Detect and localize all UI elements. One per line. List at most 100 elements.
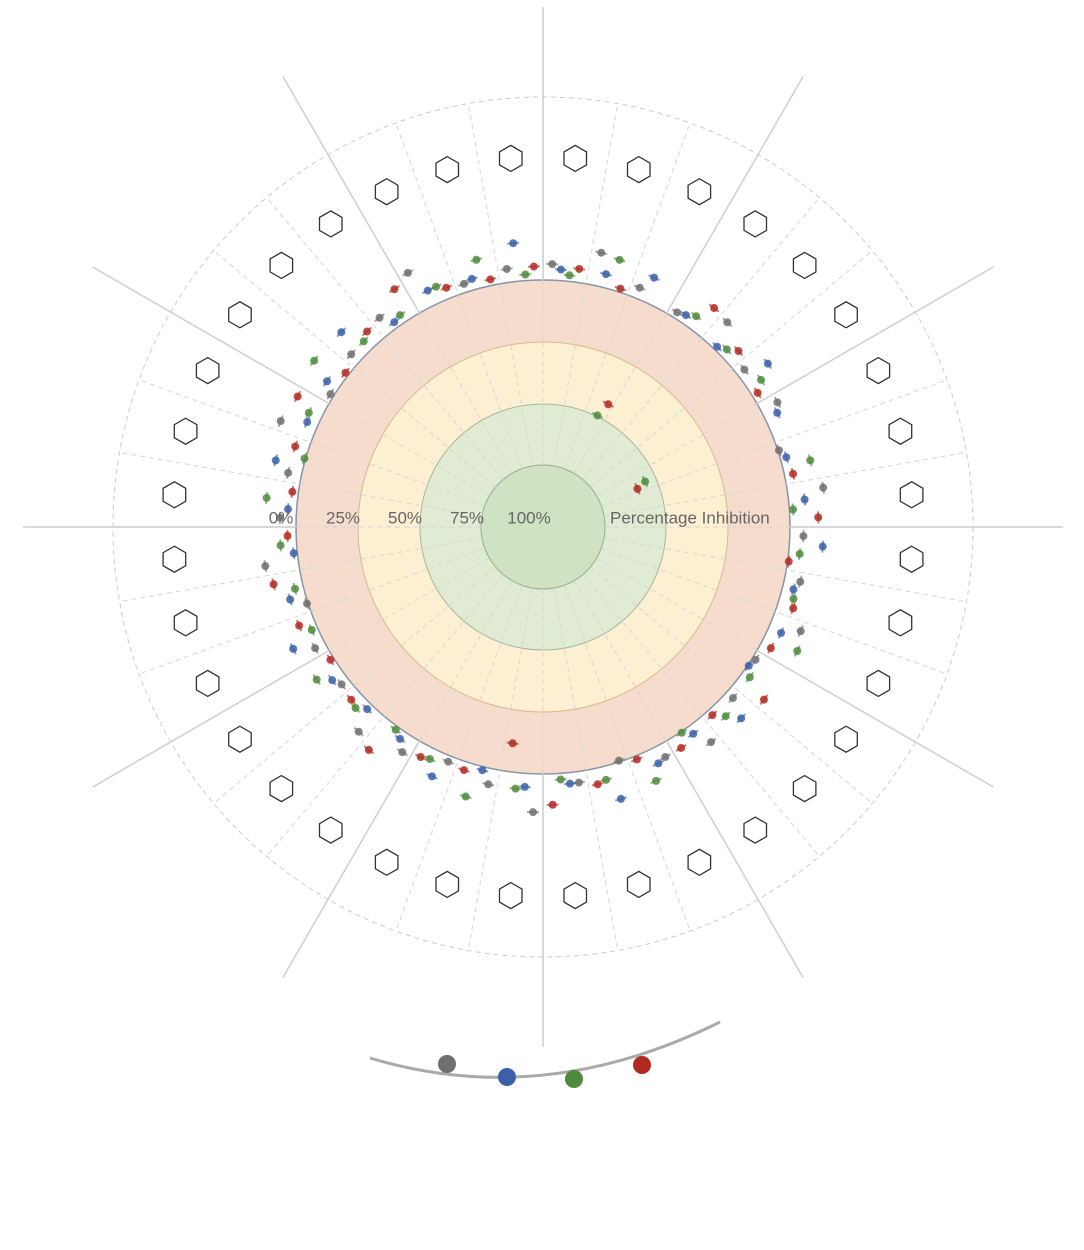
point-dot: [650, 274, 658, 282]
point-dot: [478, 766, 486, 774]
point-dot: [565, 271, 573, 279]
data-point: [819, 482, 827, 494]
structure-outline: [900, 482, 923, 508]
point-dot: [729, 694, 737, 702]
structure-outline: [500, 883, 523, 909]
data-point: [395, 311, 405, 319]
point-dot: [300, 455, 308, 463]
point-dot: [777, 629, 785, 637]
point-dot: [692, 312, 700, 320]
structure-outline: [196, 358, 219, 384]
point-dot: [752, 656, 760, 664]
data-point: [395, 735, 405, 743]
data-point: [634, 284, 645, 292]
point-dot: [503, 265, 511, 273]
data-point: [777, 627, 785, 638]
data-point: [426, 772, 437, 780]
point-dot: [557, 266, 565, 274]
structure-outline: [835, 302, 858, 328]
structure-outline: [270, 252, 293, 278]
data-point: [363, 328, 372, 336]
data-point: [277, 415, 285, 426]
data-point: [793, 646, 801, 657]
point-dot: [677, 744, 685, 752]
data-point: [311, 643, 319, 654]
data-point: [600, 270, 612, 278]
data-point: [723, 318, 732, 326]
point-dot: [462, 793, 470, 801]
data-point: [485, 275, 497, 283]
point-dot: [557, 776, 565, 784]
point-dot: [363, 705, 371, 713]
legend-arc: [370, 1022, 720, 1077]
data-point: [501, 265, 513, 273]
point-dot: [512, 785, 520, 793]
point-dot: [288, 488, 296, 496]
data-point: [363, 705, 372, 713]
data-point: [564, 780, 576, 788]
data-point: [773, 397, 781, 408]
data-point: [782, 451, 790, 463]
data-point: [305, 407, 313, 418]
structure-outline: [793, 252, 816, 278]
structure-outline: [889, 610, 912, 636]
point-dot: [616, 285, 624, 293]
point-dot: [326, 656, 334, 664]
point-dot: [392, 726, 400, 734]
point-dot: [782, 453, 790, 461]
point-dot: [270, 580, 278, 588]
data-point: [681, 311, 691, 319]
point-dot: [797, 627, 805, 635]
point-dot: [633, 485, 641, 493]
structure-outline: [320, 211, 343, 237]
point-dot: [746, 673, 754, 681]
point-dot: [291, 442, 299, 450]
data-point: [789, 584, 797, 596]
point-dot: [789, 585, 797, 593]
data-point: [660, 753, 671, 761]
point-dot: [328, 676, 336, 684]
data-point: [397, 748, 407, 756]
point-dot: [652, 777, 660, 785]
data-point: [347, 695, 355, 704]
structure-outline: [867, 670, 890, 696]
point-dot: [468, 275, 476, 283]
point-dot: [722, 712, 730, 720]
structure-outline: [320, 817, 343, 843]
point-dot: [308, 626, 316, 634]
data-point: [389, 318, 399, 326]
structure-outline: [744, 817, 767, 843]
point-dot: [773, 398, 781, 406]
structure-outline: [688, 849, 711, 875]
structure-outline: [867, 358, 890, 384]
data-point: [547, 801, 559, 809]
point-dot: [295, 622, 303, 630]
data-point: [740, 365, 748, 374]
point-dot: [286, 596, 294, 604]
point-dot: [796, 578, 804, 586]
point-dot: [432, 283, 440, 291]
structure-outline: [900, 546, 923, 572]
data-point: [819, 541, 827, 553]
data-point: [764, 359, 772, 369]
major-spoke: [667, 741, 804, 977]
point-dot: [814, 513, 822, 521]
data-point: [289, 643, 297, 654]
data-point: [555, 266, 567, 274]
major-spoke: [283, 77, 420, 313]
point-dot: [723, 318, 731, 326]
point-dot: [710, 304, 718, 312]
point-dot: [549, 801, 557, 809]
data-point: [737, 714, 745, 723]
point-dot: [310, 357, 318, 365]
structure-outline: [744, 211, 767, 237]
r-tick-label: 100%: [507, 508, 550, 527]
data-point: [708, 711, 717, 719]
data-point: [261, 560, 269, 572]
point-dot: [682, 311, 690, 319]
legend-dot: [498, 1068, 516, 1086]
data-point: [789, 593, 797, 605]
point-dot: [633, 755, 641, 763]
major-spoke: [667, 77, 804, 313]
point-dot: [355, 728, 363, 736]
